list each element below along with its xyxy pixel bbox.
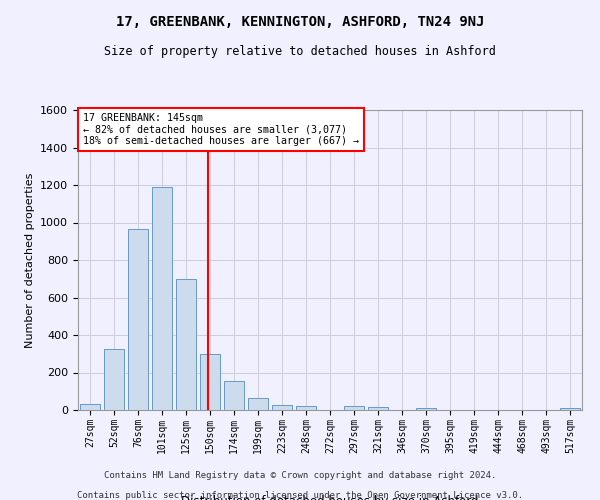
Bar [80,404,100,410]
Y-axis label: Number of detached properties: Number of detached properties [25,172,35,348]
Bar [368,407,388,410]
Text: Contains public sector information licensed under the Open Government Licence v3: Contains public sector information licen… [77,491,523,500]
Text: Size of property relative to detached houses in Ashford: Size of property relative to detached ho… [104,45,496,58]
Bar [272,406,292,410]
Bar [152,187,172,410]
Bar [224,381,244,410]
Bar [248,398,268,410]
Bar [104,349,124,410]
Bar [128,229,148,410]
Text: 17, GREENBANK, KENNINGTON, ASHFORD, TN24 9NJ: 17, GREENBANK, KENNINGTON, ASHFORD, TN24… [116,15,484,29]
X-axis label: Distribution of detached houses by size in Ashford: Distribution of detached houses by size … [181,494,479,500]
Bar [200,354,220,410]
Bar [560,408,580,410]
Bar [296,406,316,410]
Bar [344,406,364,410]
Text: 17 GREENBANK: 145sqm
← 82% of detached houses are smaller (3,077)
18% of semi-de: 17 GREENBANK: 145sqm ← 82% of detached h… [83,113,359,146]
Bar [416,408,436,410]
Text: Contains HM Land Registry data © Crown copyright and database right 2024.: Contains HM Land Registry data © Crown c… [104,471,496,480]
Bar [176,279,196,410]
